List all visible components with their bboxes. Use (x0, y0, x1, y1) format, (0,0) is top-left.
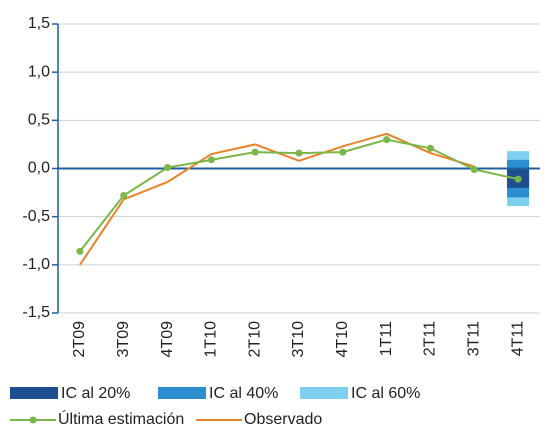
point (295, 149, 303, 157)
legend-label: Observado (244, 411, 322, 428)
legend-marker (29, 416, 37, 424)
point (164, 164, 172, 172)
x-tick-label: 3T09 (115, 321, 132, 358)
x-tick-label: 1T11 (378, 321, 395, 356)
legend-swatch (158, 387, 206, 399)
legend-label: IC al 40% (209, 385, 278, 402)
x-tick-label: 4T10 (334, 321, 351, 358)
x-tick-label: 2T11 (422, 321, 439, 356)
point (251, 148, 259, 156)
legend-label: IC al 60% (351, 385, 420, 402)
x-tick-label: 1T10 (203, 321, 220, 358)
legend-swatch (10, 387, 58, 399)
x-tick-label: 2T09 (71, 321, 88, 358)
y-tick-label: 0,5 (28, 112, 50, 129)
legend-label: IC al 20% (61, 385, 130, 402)
x-tick-label: 4T09 (159, 321, 176, 358)
point (426, 144, 434, 152)
x-tick-label: 2T10 (246, 321, 263, 358)
point (120, 191, 128, 199)
point (470, 165, 478, 173)
point (76, 247, 84, 255)
x-tick-label: 3T11 (465, 321, 482, 356)
x-tick-label: 4T11 (509, 321, 526, 356)
y-tick-label: 1,5 (28, 15, 50, 32)
legend-swatch (300, 387, 348, 399)
y-tick-label: -1,5 (22, 304, 50, 321)
point (207, 156, 215, 164)
x-tick-label: 3T10 (290, 321, 307, 358)
point (383, 136, 391, 144)
point (514, 175, 522, 183)
y-tick-label: 1,0 (28, 63, 50, 80)
y-tick-label: -0,5 (22, 208, 50, 225)
point (339, 148, 347, 156)
y-tick-label: 0,0 (28, 160, 50, 177)
y-tick-label: -1,0 (22, 256, 50, 273)
legend-label: Última estimación (58, 409, 184, 428)
